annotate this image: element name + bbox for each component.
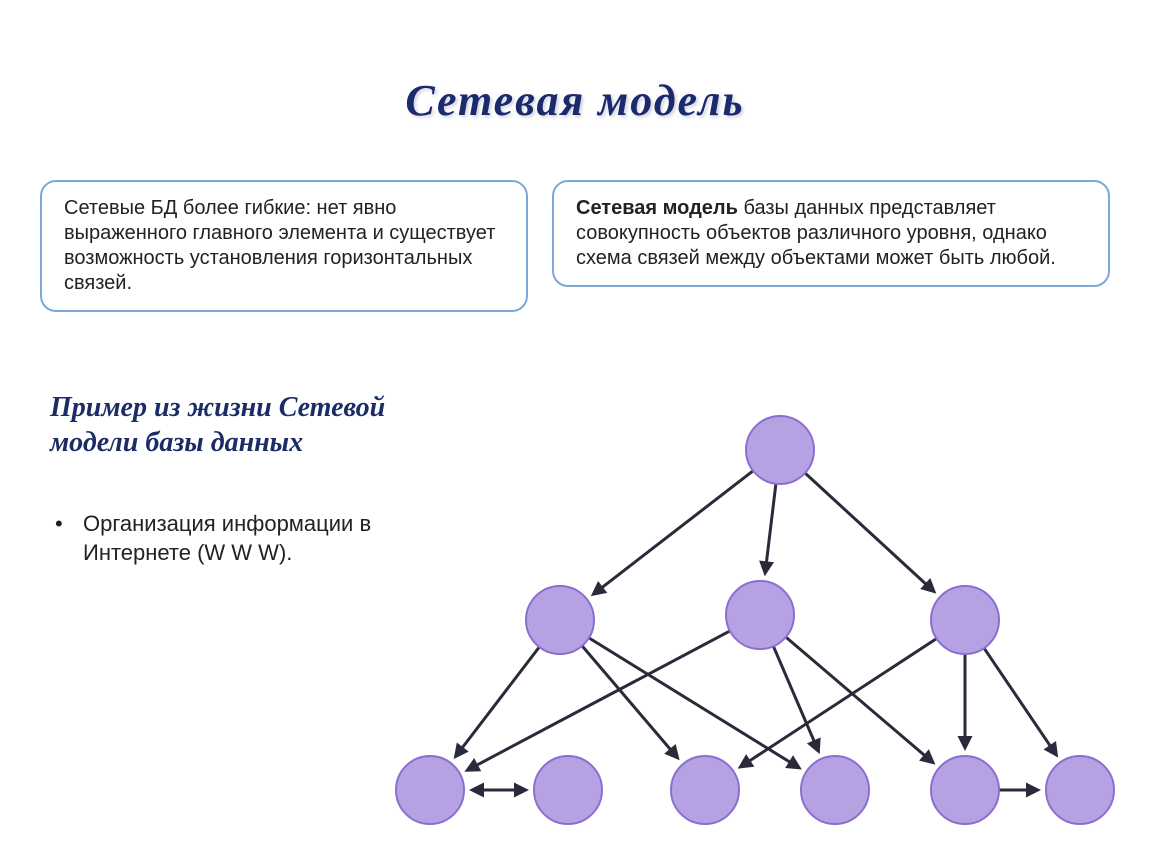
network-node bbox=[526, 586, 594, 654]
network-edge bbox=[765, 484, 776, 574]
network-edge bbox=[805, 473, 934, 592]
bullet-item: • Организация информации в Интернете (W … bbox=[55, 510, 375, 567]
bullet-dot-icon: • bbox=[55, 510, 83, 567]
network-node bbox=[534, 756, 602, 824]
info-box-right: Сетевая модель базы данных представляет … bbox=[552, 180, 1110, 287]
info-box-left: Сетевые БД более гибкие: нет явно выраже… bbox=[40, 180, 528, 312]
network-node bbox=[801, 756, 869, 824]
example-heading: Пример из жизни Сетевой модели базы данн… bbox=[50, 390, 410, 460]
slide-title: Сетевая модель bbox=[0, 75, 1150, 126]
network-edge bbox=[984, 648, 1056, 755]
network-edge bbox=[593, 471, 753, 595]
bullet-text: Организация информации в Интернете (W W … bbox=[83, 510, 375, 567]
info-box-left-text: Сетевые БД более гибкие: нет явно выраже… bbox=[64, 197, 495, 294]
info-box-right-bold: Сетевая модель bbox=[576, 197, 738, 219]
network-node bbox=[726, 581, 794, 649]
network-edge bbox=[740, 639, 936, 767]
network-node bbox=[746, 416, 814, 484]
bullet-list: • Организация информации в Интернете (W … bbox=[55, 510, 375, 567]
network-node bbox=[931, 586, 999, 654]
network-node bbox=[931, 756, 999, 824]
network-node bbox=[1046, 756, 1114, 824]
network-node bbox=[671, 756, 739, 824]
network-node bbox=[396, 756, 464, 824]
network-diagram bbox=[370, 390, 1120, 850]
network-edge bbox=[773, 646, 818, 751]
